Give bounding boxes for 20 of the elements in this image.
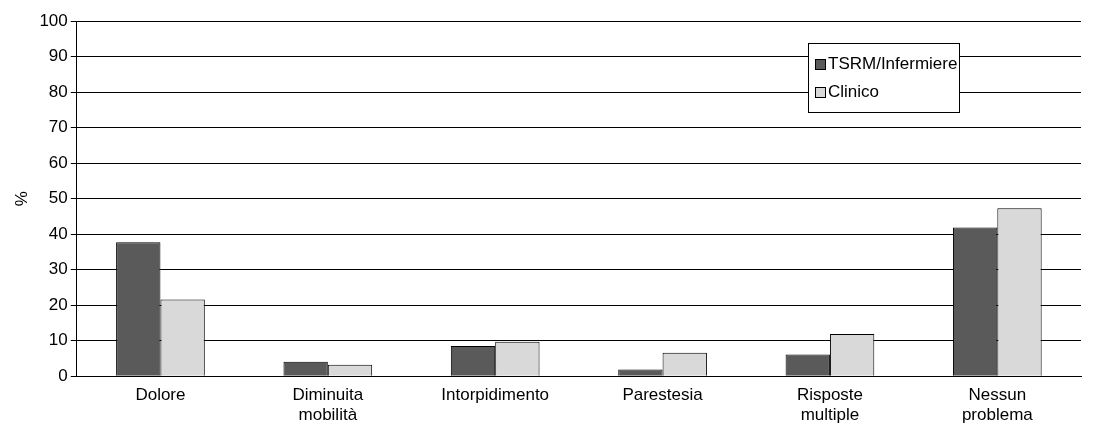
y-tick-label: 20	[48, 294, 68, 314]
y-tick-label: 50	[48, 188, 68, 208]
legend-label: TSRM/Infermiere	[828, 54, 958, 74]
x-tick-label: Diminuita mobilità	[292, 385, 364, 425]
y-tick-label: 70	[48, 117, 68, 137]
x-tick-label: Nessun problema	[961, 385, 1034, 425]
y-tick-label: 100	[39, 10, 68, 30]
legend-label: Clinico	[828, 82, 880, 102]
y-tick-label: 30	[48, 259, 68, 279]
y-tick-label: 90	[48, 46, 68, 66]
y-tick-label: 60	[48, 152, 68, 172]
y-tick-label: 0	[58, 365, 68, 385]
x-tick-label: Parestesia	[622, 385, 704, 405]
x-tick-label: Intorpidimento	[441, 385, 550, 405]
y-axis-title: %	[11, 191, 31, 207]
y-tick-label: 80	[48, 81, 68, 101]
y-tick-label: 40	[48, 223, 68, 243]
x-tick-label: Dolore	[135, 385, 186, 405]
y-tick-label: 10	[48, 330, 68, 350]
x-tick-label: Risposte multiple	[796, 385, 864, 425]
